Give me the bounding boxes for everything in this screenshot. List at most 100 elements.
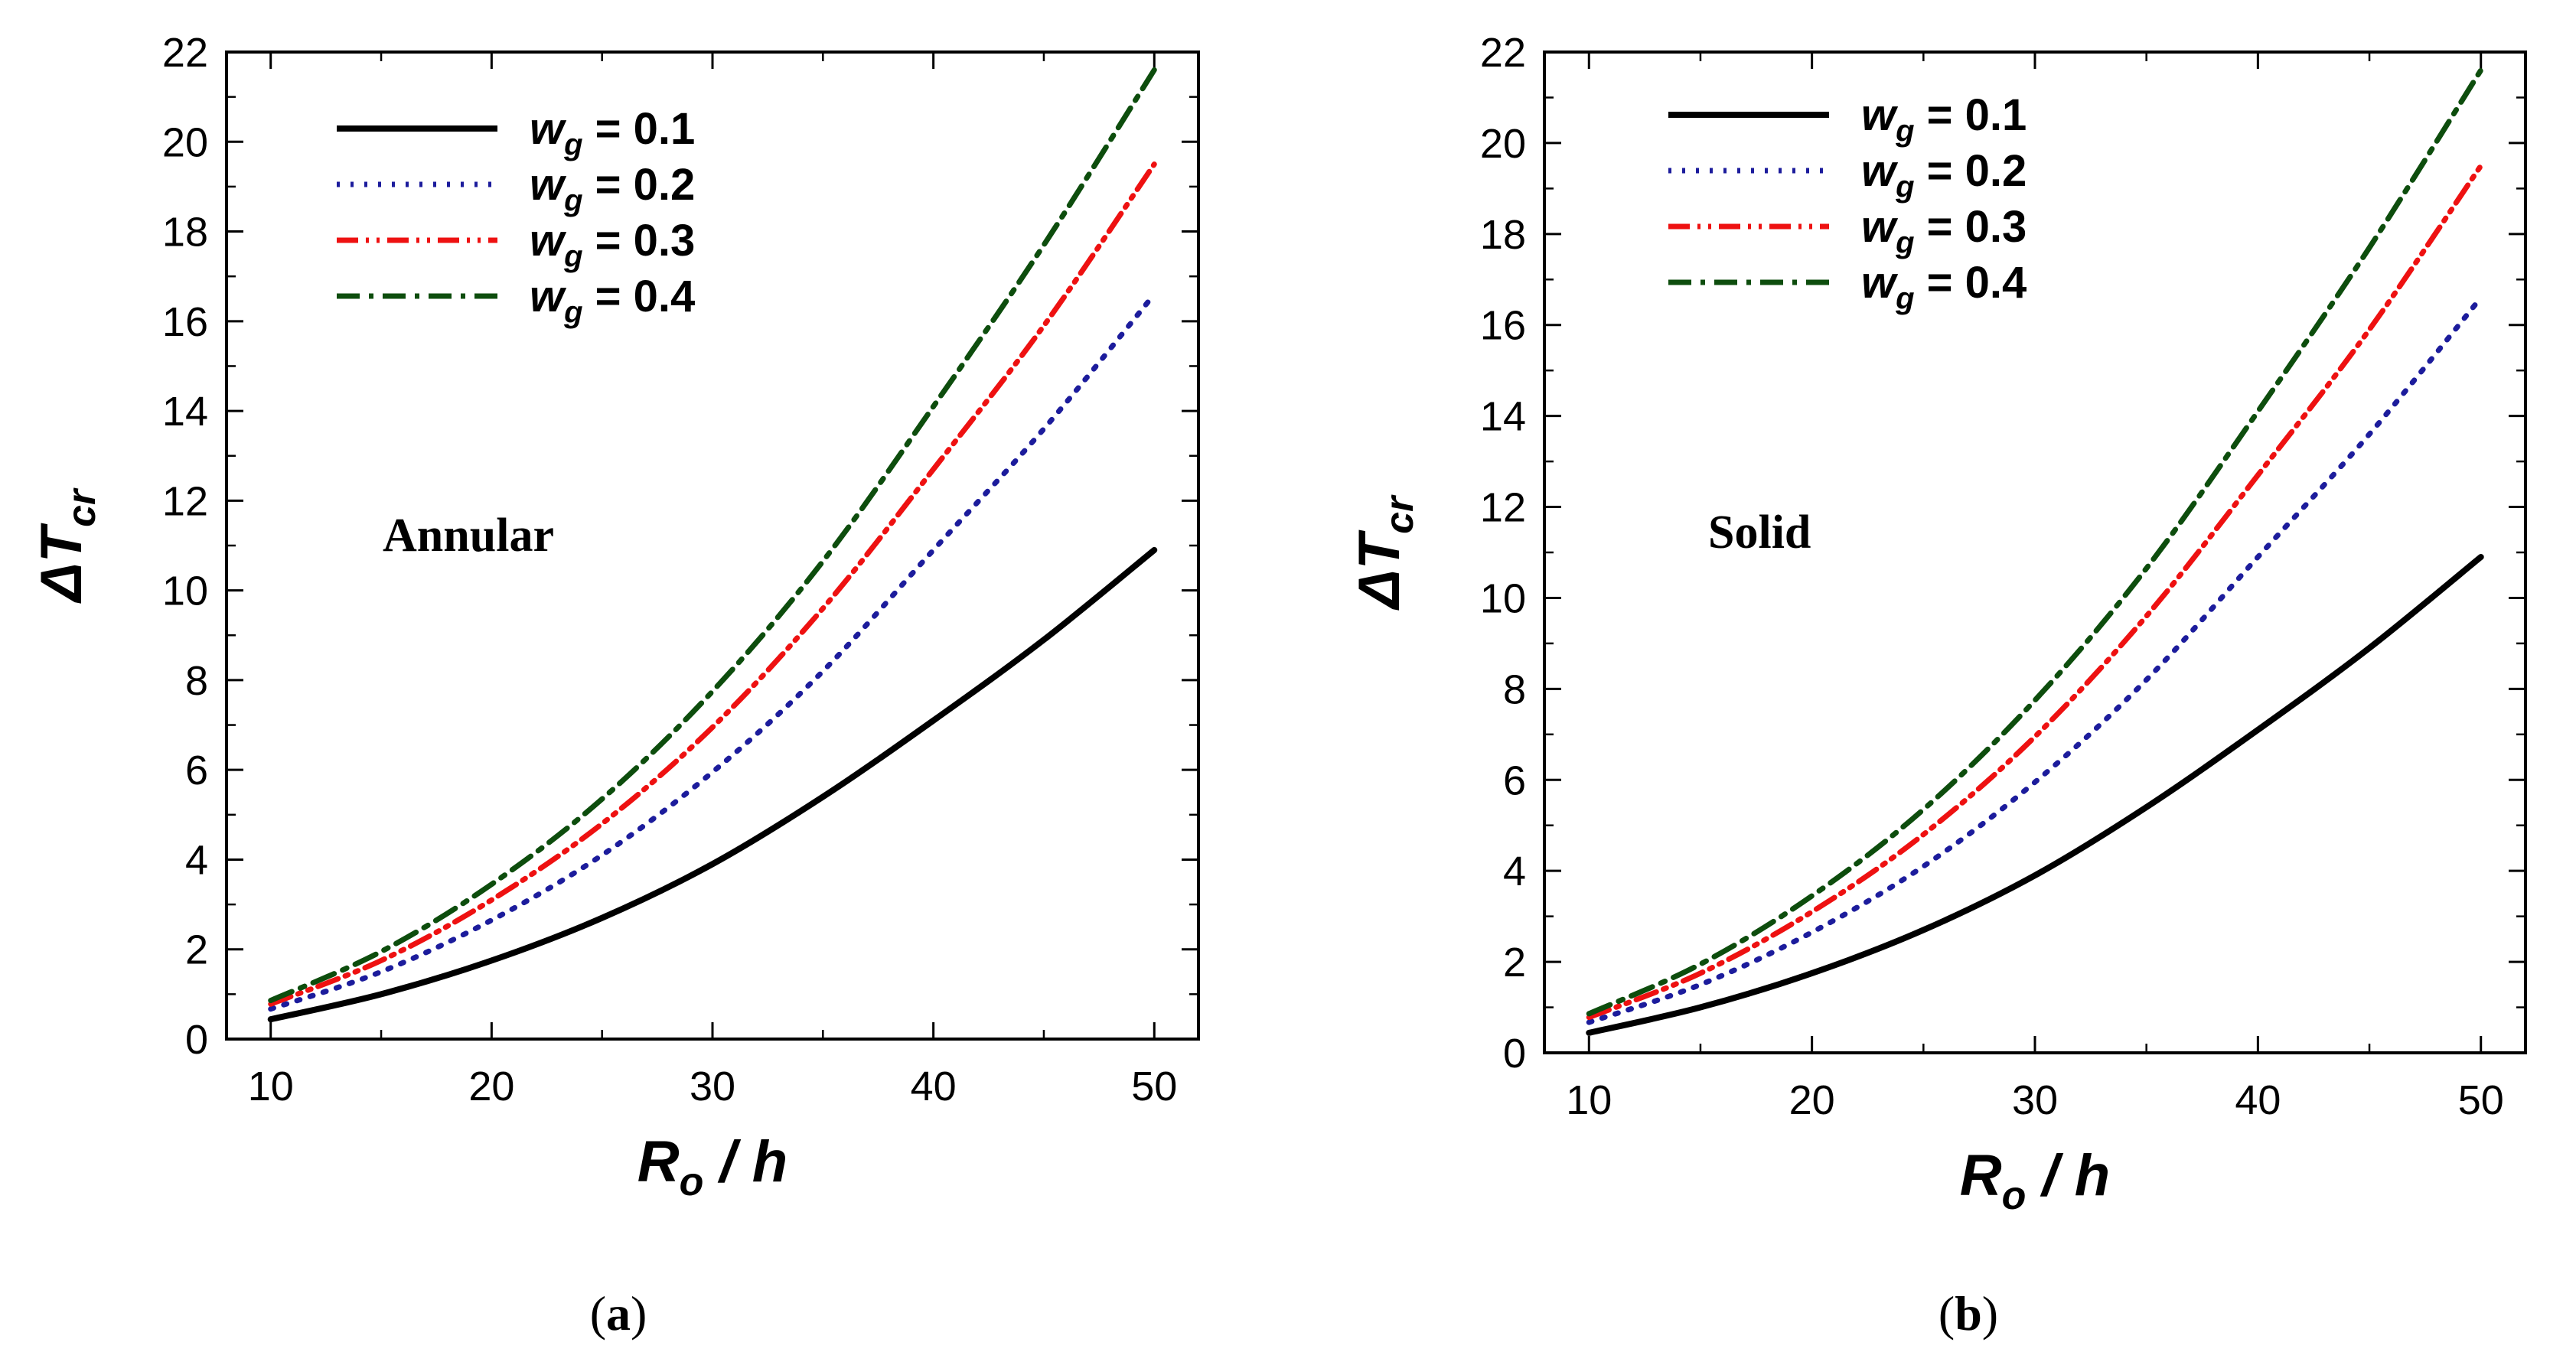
caption-paren-close: ) <box>631 1286 647 1341</box>
x-tick-label: 20 <box>468 1064 514 1109</box>
legend-subscript: g <box>1895 114 1914 148</box>
legend-value: = 0.2 <box>583 160 696 210</box>
legend-label: wg = 0.2 <box>1861 146 2027 204</box>
panel-annotation: Solid <box>1708 507 1811 559</box>
panel-annotation: Annular <box>383 510 554 562</box>
legend-value: = 0.4 <box>1915 258 2027 308</box>
legend-symbol: w <box>1861 90 1899 140</box>
x-axis-subscript: o <box>680 1160 704 1204</box>
y-tick-label: 10 <box>162 568 208 614</box>
legend-value: = 0.1 <box>583 104 696 154</box>
caption-paren-open: ( <box>590 1286 606 1341</box>
y-tick-label: 8 <box>185 658 208 704</box>
legend-label: wg = 0.3 <box>530 216 695 273</box>
y-tick-label: 6 <box>185 748 208 793</box>
y-axis-label: ΔTcr <box>29 487 104 604</box>
y-tick-label: 0 <box>1503 1031 1526 1077</box>
y-axis-symbol: ΔT <box>29 523 94 604</box>
legend-label: wg = 0.1 <box>530 104 695 161</box>
legend-value: = 0.2 <box>1915 146 2027 196</box>
x-tick-label: 40 <box>911 1064 957 1109</box>
x-axis-rest: / h <box>2026 1143 2110 1208</box>
y-axis-subscript: cr <box>60 487 104 527</box>
x-axis-label: Ro / h <box>637 1129 787 1204</box>
legend-label: wg = 0.1 <box>1861 90 2027 148</box>
caption-paren-open: ( <box>1939 1286 1955 1341</box>
legend-symbol: w <box>530 272 567 321</box>
series-line-0.1 <box>1586 553 2484 1036</box>
series-line-0.1 <box>267 546 1158 1023</box>
legend-label: wg = 0.3 <box>1861 202 2027 259</box>
x-tick-label: 50 <box>1131 1064 1177 1109</box>
y-tick-label: 6 <box>1503 757 1526 803</box>
panel-caption: (a) <box>590 1286 647 1341</box>
y-axis-symbol: ΔT <box>1347 529 1412 611</box>
legend-value: = 0.3 <box>1915 202 2027 252</box>
legend-value: = 0.1 <box>1915 90 2027 140</box>
y-tick-label: 22 <box>162 30 208 76</box>
y-tick-label: 16 <box>1480 303 1526 349</box>
y-tick-label: 12 <box>1480 485 1526 531</box>
y-tick-label: 0 <box>185 1017 208 1063</box>
y-tick-label: 20 <box>1480 121 1526 167</box>
legend-symbol: w <box>530 104 567 154</box>
y-tick-label: 22 <box>1480 30 1526 76</box>
y-tick-label: 4 <box>1503 849 1526 894</box>
caption-letter: a <box>606 1286 631 1341</box>
legend-label: wg = 0.4 <box>530 272 695 329</box>
legend-subscript: g <box>1895 282 1914 315</box>
x-tick-label: 30 <box>690 1064 735 1109</box>
legend-subscript: g <box>563 239 582 273</box>
y-tick-label: 18 <box>162 210 208 256</box>
legend-value: = 0.3 <box>583 216 696 266</box>
legend-subscript: g <box>1895 170 1914 204</box>
x-axis-symbol: R <box>1960 1143 2002 1208</box>
y-tick-label: 12 <box>162 478 208 524</box>
plot-frame <box>225 50 1200 1041</box>
plot-frame <box>1543 50 2527 1054</box>
series-line-0.2 <box>268 292 1157 1012</box>
y-tick-label: 2 <box>185 927 208 973</box>
y-tick-label: 10 <box>1480 575 1526 621</box>
legend-value: = 0.4 <box>583 272 696 321</box>
legend-subscript: g <box>563 295 582 329</box>
y-tick-label: 4 <box>185 837 208 883</box>
y-axis-subscript: cr <box>1378 494 1422 534</box>
series-line-0.3 <box>268 161 1157 1007</box>
series-line-0.3 <box>1586 163 2484 1021</box>
y-axis-label: ΔTcr <box>1347 494 1422 611</box>
caption-letter: b <box>1955 1286 1982 1341</box>
legend-subscript: g <box>1895 226 1914 259</box>
caption-paren-close: ) <box>1982 1286 1998 1341</box>
x-axis-rest: / h <box>703 1129 787 1194</box>
legend-symbol: w <box>1861 258 1899 308</box>
y-tick-label: 16 <box>162 299 208 345</box>
x-tick-label: 10 <box>1566 1077 1612 1123</box>
y-tick-label: 8 <box>1503 666 1526 712</box>
x-axis-symbol: R <box>637 1129 680 1194</box>
x-tick-label: 50 <box>2458 1077 2504 1123</box>
series-line-0.2 <box>1586 295 2484 1025</box>
legend-symbol: w <box>1861 202 1899 252</box>
x-tick-label: 20 <box>1789 1077 1835 1123</box>
x-tick-label: 40 <box>2235 1077 2281 1123</box>
legend-label: wg = 0.4 <box>1861 258 2027 315</box>
legend-label: wg = 0.2 <box>530 160 695 217</box>
x-tick-label: 10 <box>248 1064 294 1109</box>
legend-symbol: w <box>1861 146 1899 196</box>
y-tick-label: 14 <box>1480 394 1526 440</box>
y-tick-label: 14 <box>162 389 208 435</box>
legend-subscript: g <box>563 128 582 161</box>
series-line-0.4 <box>1586 67 2484 1017</box>
legend-symbol: w <box>530 216 567 266</box>
y-tick-label: 2 <box>1503 940 1526 985</box>
x-axis-subscript: o <box>2002 1174 2027 1218</box>
panel-caption: (b) <box>1939 1286 1998 1341</box>
x-axis-label: Ro / h <box>1960 1143 2110 1218</box>
legend-subscript: g <box>563 184 582 217</box>
legend-symbol: w <box>530 160 567 210</box>
y-tick-label: 20 <box>162 119 208 165</box>
